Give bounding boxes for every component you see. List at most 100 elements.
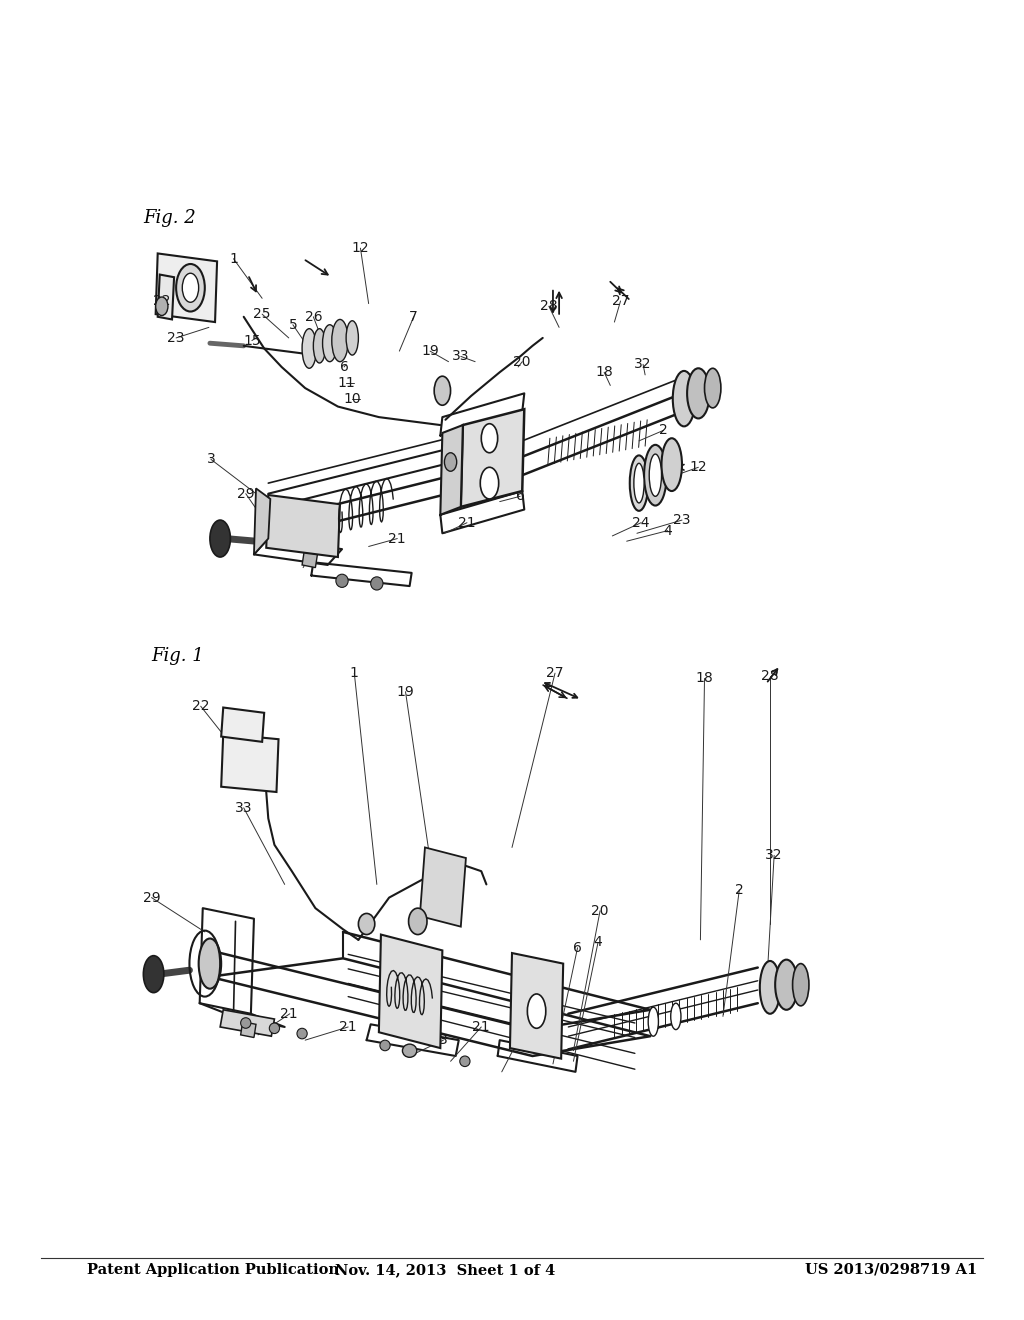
Ellipse shape <box>673 371 695 426</box>
Polygon shape <box>254 488 270 554</box>
Ellipse shape <box>481 424 498 453</box>
Ellipse shape <box>402 1044 417 1057</box>
Text: 3: 3 <box>439 1034 447 1047</box>
Polygon shape <box>221 708 264 742</box>
Text: 21: 21 <box>388 532 407 545</box>
Ellipse shape <box>269 1023 280 1034</box>
Text: 21: 21 <box>314 527 333 540</box>
Polygon shape <box>420 847 466 927</box>
Text: US 2013/0298719 A1: US 2013/0298719 A1 <box>805 1263 977 1276</box>
Ellipse shape <box>323 325 337 362</box>
Polygon shape <box>158 275 174 319</box>
Ellipse shape <box>444 453 457 471</box>
Polygon shape <box>220 1010 274 1036</box>
Text: 20: 20 <box>513 355 531 368</box>
Text: 4: 4 <box>664 524 672 537</box>
Ellipse shape <box>649 454 662 496</box>
Text: 24: 24 <box>632 516 650 529</box>
Ellipse shape <box>297 1028 307 1039</box>
Text: 19: 19 <box>396 685 415 698</box>
Text: 7: 7 <box>410 310 418 323</box>
Text: Nov. 14, 2013  Sheet 1 of 4: Nov. 14, 2013 Sheet 1 of 4 <box>335 1263 556 1276</box>
Ellipse shape <box>527 994 546 1028</box>
Text: 23: 23 <box>673 513 691 527</box>
Ellipse shape <box>648 1007 658 1036</box>
Polygon shape <box>241 1022 256 1038</box>
Ellipse shape <box>705 368 721 408</box>
Ellipse shape <box>346 321 358 355</box>
Text: 21: 21 <box>339 1020 357 1034</box>
Ellipse shape <box>662 438 682 491</box>
Ellipse shape <box>156 297 168 315</box>
Polygon shape <box>461 409 524 507</box>
Text: 26: 26 <box>304 310 323 323</box>
Text: 1: 1 <box>229 252 238 265</box>
Ellipse shape <box>687 368 710 418</box>
Text: 21: 21 <box>521 1010 540 1023</box>
Text: 32: 32 <box>765 849 783 862</box>
Text: 6: 6 <box>340 360 348 374</box>
Text: 3: 3 <box>207 453 215 466</box>
Ellipse shape <box>371 577 383 590</box>
Polygon shape <box>266 495 340 557</box>
Ellipse shape <box>793 964 809 1006</box>
Text: 25: 25 <box>253 308 271 321</box>
Text: 22: 22 <box>153 294 171 308</box>
Polygon shape <box>440 425 463 515</box>
Ellipse shape <box>313 329 326 363</box>
Text: 22: 22 <box>191 700 210 713</box>
Text: 18: 18 <box>595 366 613 379</box>
Ellipse shape <box>143 956 164 993</box>
Text: 15: 15 <box>243 334 261 347</box>
Text: 28: 28 <box>540 300 558 313</box>
Text: 20: 20 <box>591 904 609 917</box>
Text: 12: 12 <box>351 242 370 255</box>
Ellipse shape <box>358 913 375 935</box>
Text: 33: 33 <box>234 801 253 814</box>
Ellipse shape <box>210 520 230 557</box>
Text: 6: 6 <box>516 490 524 503</box>
Text: 18: 18 <box>695 672 714 685</box>
Polygon shape <box>302 552 317 568</box>
Text: 10: 10 <box>343 392 361 405</box>
Text: 19: 19 <box>421 345 439 358</box>
Ellipse shape <box>336 574 348 587</box>
Text: 2: 2 <box>735 883 743 896</box>
Ellipse shape <box>199 939 221 989</box>
Ellipse shape <box>182 273 199 302</box>
Text: 5: 5 <box>289 318 297 331</box>
Text: 27: 27 <box>611 294 630 308</box>
Ellipse shape <box>302 329 316 368</box>
Ellipse shape <box>241 1018 251 1028</box>
Ellipse shape <box>176 264 205 312</box>
Text: 12: 12 <box>689 461 708 474</box>
Text: 33: 33 <box>452 350 470 363</box>
Ellipse shape <box>775 960 798 1010</box>
Text: 29: 29 <box>142 891 161 904</box>
Text: 28: 28 <box>761 669 779 682</box>
Text: 29: 29 <box>237 487 255 500</box>
Text: 21: 21 <box>472 1020 490 1034</box>
Text: Patent Application Publication: Patent Application Publication <box>87 1263 339 1276</box>
Ellipse shape <box>760 961 780 1014</box>
Text: 21: 21 <box>458 516 476 529</box>
Text: Fig. 2: Fig. 2 <box>143 209 197 227</box>
Polygon shape <box>379 935 442 1048</box>
Ellipse shape <box>480 467 499 499</box>
Text: 2: 2 <box>659 424 668 437</box>
Ellipse shape <box>630 455 648 511</box>
Text: 6: 6 <box>573 941 582 954</box>
Polygon shape <box>156 253 217 322</box>
Text: 27: 27 <box>546 667 564 680</box>
Text: 11: 11 <box>337 376 355 389</box>
Text: 7: 7 <box>397 952 406 965</box>
Polygon shape <box>221 734 279 792</box>
Ellipse shape <box>460 1056 470 1067</box>
Polygon shape <box>510 953 563 1059</box>
Text: 4: 4 <box>594 936 602 949</box>
Ellipse shape <box>409 908 427 935</box>
Ellipse shape <box>332 319 348 362</box>
Ellipse shape <box>634 463 644 503</box>
Ellipse shape <box>380 1040 390 1051</box>
Text: 23: 23 <box>167 331 185 345</box>
